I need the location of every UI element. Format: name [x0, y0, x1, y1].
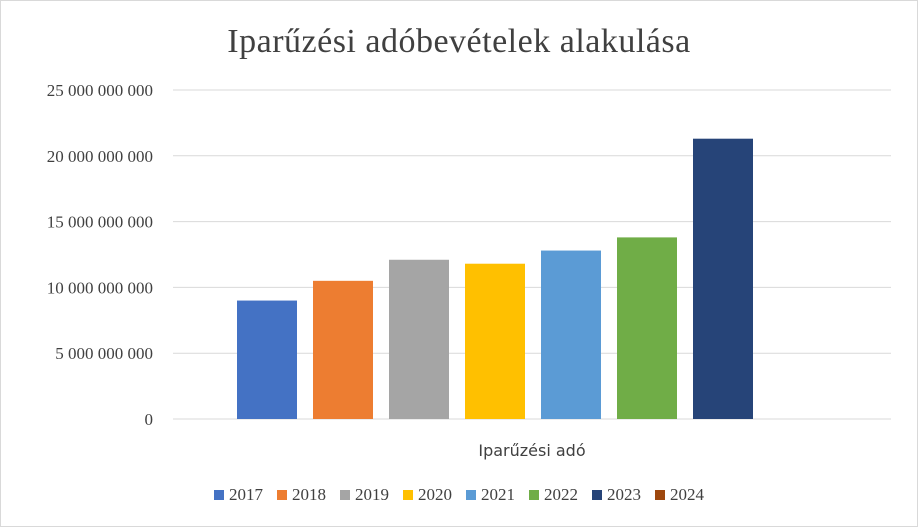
x-category-label: Iparűzési adó — [478, 441, 585, 460]
legend-item-2020: 2020 — [403, 485, 452, 505]
legend-item-2018: 2018 — [277, 485, 326, 505]
legend-item-2017: 2017 — [214, 485, 263, 505]
legend-label: 2020 — [418, 485, 452, 504]
bar-2018 — [313, 280, 373, 419]
x-axis-categories: Iparűzési adó — [478, 441, 585, 460]
legend-label: 2017 — [229, 485, 263, 504]
bar-2019 — [389, 259, 449, 419]
y-tick-label: 10 000 000 000 — [47, 278, 153, 297]
legend-swatch — [340, 490, 350, 500]
legend-label: 2019 — [355, 485, 389, 504]
legend: 2017 2018 2019 2020 2021 2022 2023 2024 — [1, 485, 917, 505]
y-tick-label: 5 000 000 000 — [55, 344, 153, 363]
legend-swatch — [466, 490, 476, 500]
bar-2020 — [465, 263, 525, 419]
legend-label: 2022 — [544, 485, 578, 504]
legend-item-2023: 2023 — [592, 485, 641, 505]
legend-swatch — [592, 490, 602, 500]
legend-item-2022: 2022 — [529, 485, 578, 505]
bar-2017 — [237, 300, 297, 419]
legend-swatch — [277, 490, 287, 500]
legend-swatch — [403, 490, 413, 500]
bars — [237, 138, 753, 419]
legend-label: 2021 — [481, 485, 515, 504]
bar-2022 — [617, 237, 677, 419]
y-tick-label: 20 000 000 000 — [47, 147, 153, 166]
y-tick-label: 15 000 000 000 — [47, 213, 153, 232]
bar-2023 — [693, 138, 753, 419]
legend-item-2019: 2019 — [340, 485, 389, 505]
legend-item-2021: 2021 — [466, 485, 515, 505]
legend-swatch — [214, 490, 224, 500]
chart-title: Iparűzési adóbevételek alakulása — [227, 23, 691, 60]
legend-item-2024: 2024 — [655, 485, 704, 505]
bar-2021 — [541, 250, 601, 419]
y-tick-label: 25 000 000 000 — [47, 81, 153, 100]
legend-label: 2018 — [292, 485, 326, 504]
legend-swatch — [529, 490, 539, 500]
y-axis-ticks: 0 5 000 000 000 10 000 000 000 15 000 000 0… — [47, 81, 153, 429]
legend-label: 2023 — [607, 485, 641, 504]
legend-swatch — [655, 490, 665, 500]
legend-label: 2024 — [670, 485, 704, 504]
y-tick-label: 0 — [145, 410, 154, 429]
